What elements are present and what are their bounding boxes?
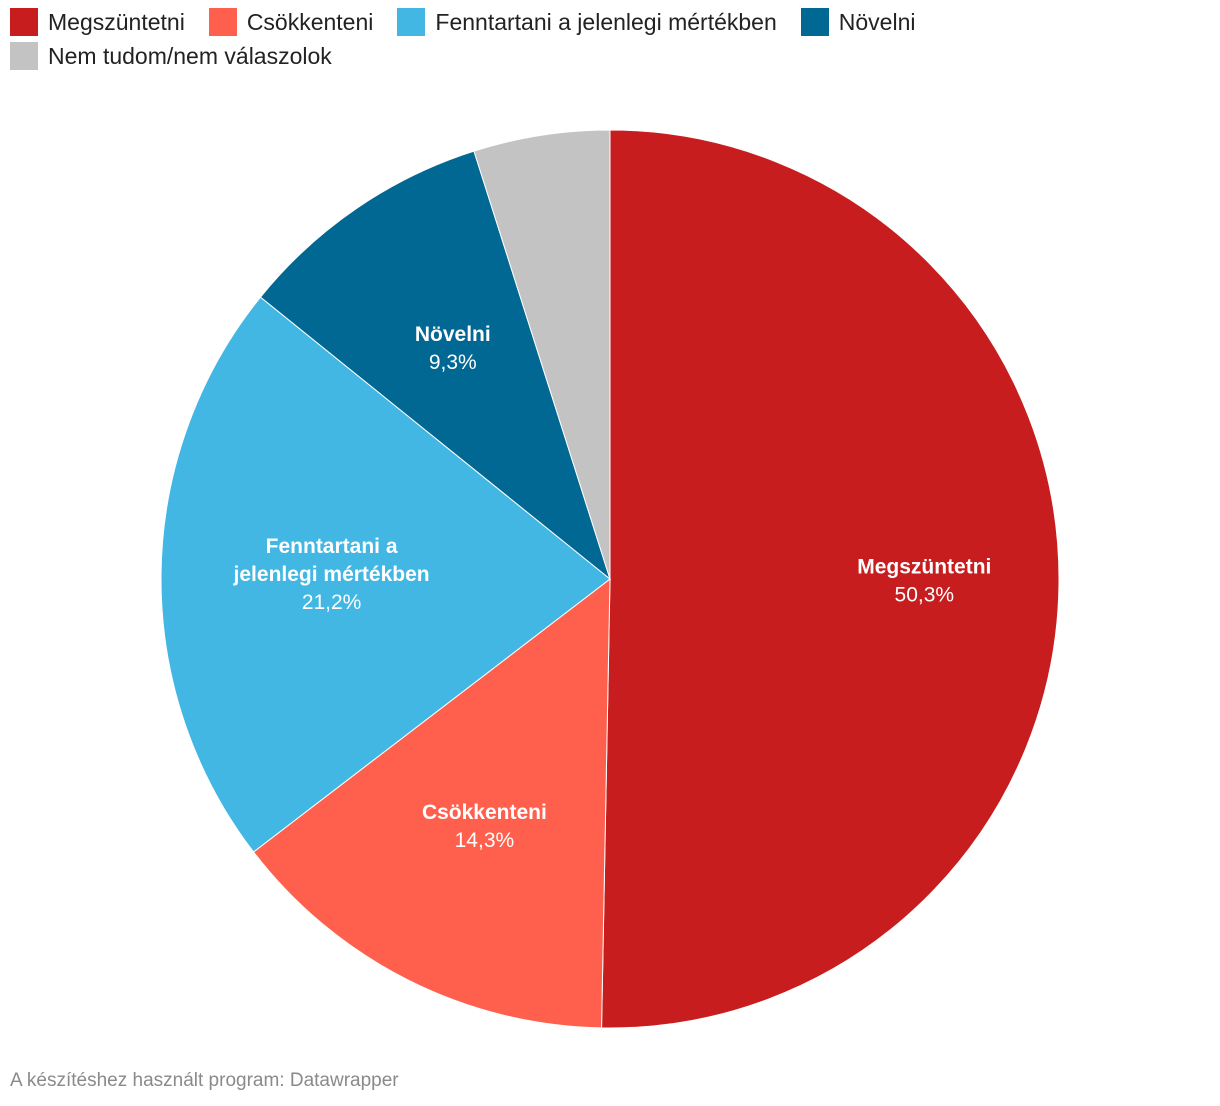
legend-label: Nem tudom/nem válaszolok: [48, 42, 332, 69]
slice-value-label: 14,3%: [455, 829, 515, 852]
pie-slices: [160, 129, 1060, 1029]
legend-swatch: [208, 8, 237, 36]
slice-name-label: Növelni: [415, 323, 491, 346]
legend-item-csokkenteni: Csökkenteni: [208, 8, 374, 36]
slice-name-label: Fenntartani a: [266, 535, 398, 558]
legend-label: Növelni: [838, 8, 916, 35]
legend-swatch: [10, 42, 38, 70]
legend-item-fenntartani-a-jelenlegi-mertekben: Fenntartani a jelenlegi mértékben: [397, 8, 777, 36]
pie-slice-fenntartani-a-jelenlegi-mertekben: [160, 296, 611, 853]
slice-name-label: Csökkenteni: [422, 801, 547, 824]
legend-swatch: [397, 8, 426, 36]
legend-item-megszuntetni: Megszüntetni: [10, 8, 185, 36]
slice-value-label: 50,3%: [895, 584, 955, 607]
footer-credit: A készítéshez használt program: Datawrap…: [10, 1070, 399, 1091]
legend-item-nem-tudom-nem-valaszolok: Nem tudom/nem válaszolok: [10, 42, 332, 70]
slice-label-megszuntetni: Megszüntetni 50,3%: [857, 556, 991, 607]
pie-slice-megszuntetni: [601, 129, 1060, 1029]
legend-label: Csökkenteni: [246, 8, 374, 35]
slice-label-csokkenteni: Csökkenteni 14,3%: [422, 801, 547, 852]
pie-slice-csokkenteni: [252, 577, 611, 1029]
chart-legend: Megszüntetni Csökkenteni Fenntartani a jel…: [10, 8, 1210, 70]
legend-swatch: [10, 8, 38, 36]
legend-label: Megszüntetni: [48, 8, 185, 35]
legend-swatch: [800, 8, 829, 36]
legend-label: Fenntartani a jelenlegi mértékben: [435, 8, 777, 35]
pie-slice-labels: Megszüntetni 50,3% Csökkenteni 14,3% Fenntar…: [233, 323, 992, 852]
slice-label-fenntartani-a-jelenlegi-mertekben: Fenntartani a jelenlegi mértékben 21,2%: [233, 535, 430, 614]
slice-label-novelni: Növelni 9,3%: [415, 323, 491, 374]
slice-value-label: 9,3%: [429, 351, 477, 374]
pie-slice-nem-tudom-nem-valaszolok: [473, 129, 611, 580]
slice-value-label: 21,2%: [302, 591, 362, 614]
slice-name-label: Megszüntetni: [857, 556, 991, 579]
legend-item-novelni: Növelni: [800, 8, 916, 36]
pie-slice-novelni: [259, 150, 611, 581]
slice-name-label: jelenlegi mértékben: [233, 563, 430, 586]
